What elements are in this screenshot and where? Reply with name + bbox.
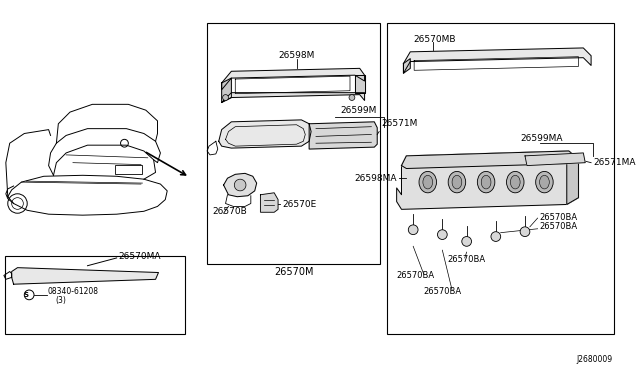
Circle shape <box>438 230 447 240</box>
Text: 26599MA: 26599MA <box>520 134 563 143</box>
Polygon shape <box>401 151 579 169</box>
Text: 26598MA: 26598MA <box>354 174 397 183</box>
Polygon shape <box>221 68 365 90</box>
Polygon shape <box>223 173 257 197</box>
Ellipse shape <box>419 171 436 193</box>
Ellipse shape <box>448 171 466 193</box>
Circle shape <box>462 237 472 246</box>
Text: 26570BA: 26570BA <box>540 222 578 231</box>
Text: 26570M: 26570M <box>274 267 314 276</box>
Bar <box>5 256 185 334</box>
Bar <box>207 23 380 264</box>
Polygon shape <box>221 78 232 102</box>
Ellipse shape <box>536 171 553 193</box>
Ellipse shape <box>452 175 462 189</box>
Text: 26570BA: 26570BA <box>423 288 461 296</box>
Polygon shape <box>219 120 311 148</box>
Text: 26570MB: 26570MB <box>413 35 456 44</box>
Circle shape <box>349 94 355 100</box>
Polygon shape <box>403 59 410 73</box>
Polygon shape <box>309 122 377 149</box>
Text: 26570E: 26570E <box>282 200 316 209</box>
Bar <box>387 23 614 334</box>
Circle shape <box>408 225 418 235</box>
Circle shape <box>234 179 246 191</box>
Text: 26570B: 26570B <box>212 207 246 216</box>
Polygon shape <box>355 75 365 93</box>
Text: 26571MA: 26571MA <box>593 158 636 167</box>
Polygon shape <box>403 48 591 73</box>
Bar <box>115 165 142 174</box>
Text: 26570MA: 26570MA <box>118 253 161 262</box>
Text: 08340-61208: 08340-61208 <box>47 288 99 296</box>
Polygon shape <box>221 93 365 102</box>
Ellipse shape <box>506 171 524 193</box>
Polygon shape <box>567 159 579 205</box>
Text: 26599M: 26599M <box>340 106 377 115</box>
Ellipse shape <box>423 175 433 189</box>
Circle shape <box>491 232 500 241</box>
Polygon shape <box>525 153 585 166</box>
Ellipse shape <box>481 175 491 189</box>
Circle shape <box>520 227 530 237</box>
Text: 26570BA: 26570BA <box>447 256 485 264</box>
Ellipse shape <box>477 171 495 193</box>
Polygon shape <box>260 193 278 212</box>
Text: S: S <box>24 292 29 298</box>
Text: 26571M: 26571M <box>381 119 417 128</box>
Polygon shape <box>397 151 579 209</box>
Ellipse shape <box>510 175 520 189</box>
Ellipse shape <box>540 175 549 189</box>
Text: (3): (3) <box>56 296 67 305</box>
Polygon shape <box>12 268 159 284</box>
Text: 26598M: 26598M <box>278 51 315 60</box>
Text: 26570BA: 26570BA <box>540 213 578 222</box>
Circle shape <box>223 94 228 100</box>
Text: J2680009: J2680009 <box>577 355 612 363</box>
Text: 26570BA: 26570BA <box>397 271 435 280</box>
